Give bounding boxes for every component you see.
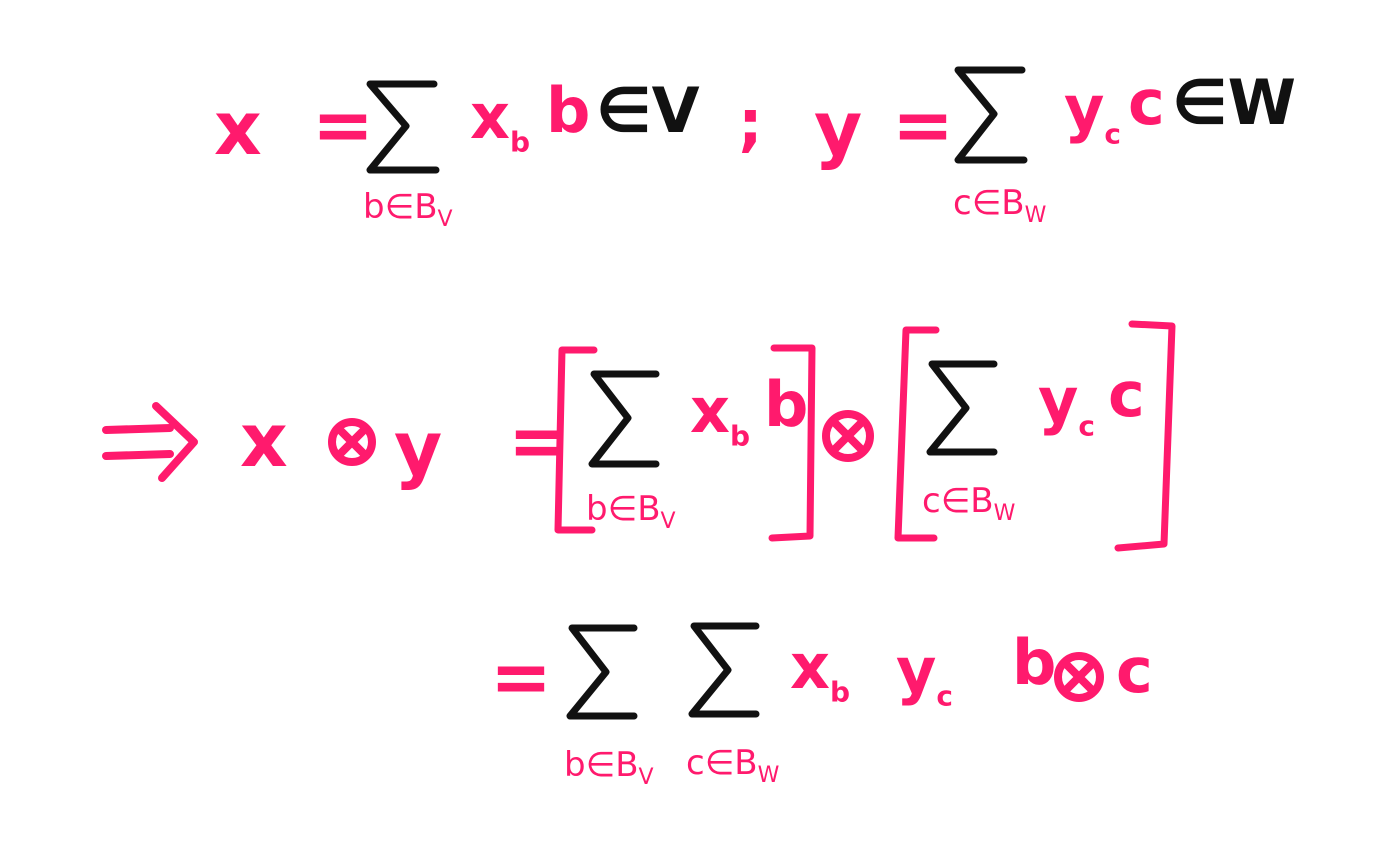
line1-coef-y: yc: [1064, 78, 1121, 148]
line1-sigma-1: [366, 80, 440, 174]
line2-sumB-limit-main: c∈B: [922, 481, 994, 521]
line1-separator: ;: [738, 86, 763, 159]
line3-coef-y: yc: [896, 640, 953, 710]
line3-coef-x-sub: b: [830, 675, 851, 709]
line1-coef-x-main: x: [470, 80, 510, 153]
line3-coef-x-main: x: [790, 630, 830, 703]
line1-sum2-limit: c∈BW: [953, 186, 1046, 227]
line3-equals: =: [490, 634, 553, 720]
line3-sumB-limit: c∈BW: [686, 746, 779, 787]
line2-coef-y-main: y: [1038, 364, 1079, 437]
line1-x: x: [214, 86, 262, 172]
line3-sumA-limit-main: b∈B: [564, 745, 639, 785]
tensor-product-icon-2: [822, 410, 874, 462]
line1-vec-c: c: [1128, 66, 1165, 139]
line1-equals-2: =: [892, 82, 955, 168]
tensor-product-icon-3: [1054, 652, 1104, 702]
line2-coef-y: yc: [1038, 370, 1095, 440]
line1-sum1-limit: b∈BV: [363, 190, 453, 231]
line2-coef-x: xb: [690, 380, 750, 450]
line1-y: y: [814, 86, 863, 172]
line2-sumA-limit-main: b∈B: [586, 489, 661, 529]
line3-coef-y-main: y: [896, 634, 937, 707]
line2-sumB-limit-sub: W: [993, 500, 1016, 526]
line3-sumA-limit-sub: V: [638, 764, 654, 790]
line2-vec-c: c: [1108, 358, 1145, 431]
tensor-product-icon-1: [328, 418, 376, 466]
line2-y: y: [394, 406, 443, 492]
line1-coef-y-main: y: [1064, 72, 1105, 145]
line3-vec-b: b: [1012, 626, 1057, 699]
line1-sigma-2: [954, 66, 1028, 164]
line3-coef-y-sub: c: [936, 679, 954, 713]
line1-coef-x: xb: [470, 86, 530, 156]
line2-coef-x-sub: b: [730, 419, 751, 453]
line2-sumA-limit-sub: V: [660, 508, 676, 534]
line1-equals: =: [312, 82, 375, 168]
line3-sigma-2: [688, 622, 760, 718]
line2-sumB-limit: c∈BW: [922, 484, 1015, 525]
line2-sigma-2: [926, 360, 998, 456]
line1-coef-y-sub: c: [1104, 117, 1122, 151]
line1-sum2-limit-main: c∈B: [953, 183, 1025, 223]
line2-sigma-1: [588, 370, 660, 468]
left-bracket-2: [894, 326, 940, 542]
right-bracket-1: [768, 344, 816, 542]
left-bracket-1: [554, 346, 598, 534]
line2-coef-y-sub: c: [1078, 409, 1096, 443]
implies-arrow-icon: [102, 402, 198, 482]
line3-sigma-1: [566, 624, 638, 720]
line2-coef-x-main: x: [690, 374, 730, 447]
line3-sumB-limit-sub: W: [757, 762, 780, 788]
line3-sumA-limit: b∈BV: [564, 748, 654, 789]
line1-member-V: ∈V: [596, 74, 700, 147]
line3-coef-x: xb: [790, 636, 850, 706]
line3-vec-c: c: [1116, 634, 1153, 707]
line1-sum1-limit-sub: V: [437, 206, 453, 232]
right-bracket-2: [1114, 320, 1176, 552]
line1-coef-x-sub: b: [510, 125, 531, 159]
line3-sumB-limit-main: c∈B: [686, 743, 758, 783]
line2-vec-b: b: [764, 368, 809, 441]
line2-sumA-limit: b∈BV: [586, 492, 676, 533]
line2-x: x: [240, 398, 288, 484]
line1-sum2-limit-sub: W: [1024, 202, 1047, 228]
line1-member-W: ∈W: [1172, 66, 1296, 139]
line1-sum1-limit-main: b∈B: [363, 187, 438, 227]
line1-vec-b: b: [546, 74, 591, 147]
